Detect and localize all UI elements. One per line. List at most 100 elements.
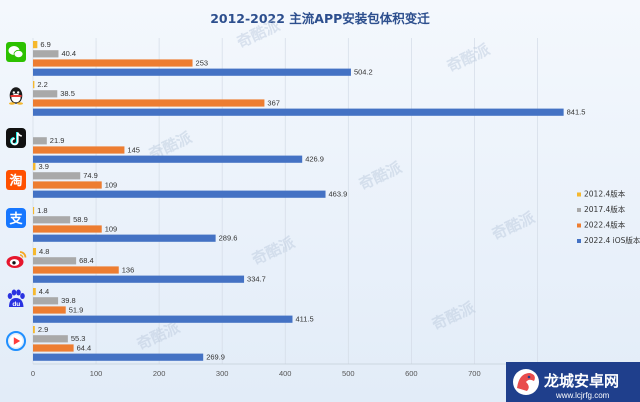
data-label: 64.4 xyxy=(77,343,92,352)
grid-lines xyxy=(32,38,569,365)
data-label: 841.5 xyxy=(567,108,586,117)
data-label: 2.9 xyxy=(38,325,48,334)
legend-swatch xyxy=(577,192,581,197)
data-label: 504.2 xyxy=(354,68,373,77)
data-label: 289.6 xyxy=(219,234,238,243)
watermark-text: 奇酷派 xyxy=(249,233,298,269)
chart-title: 2012-2022 主流APP安装包体积变迁 xyxy=(210,11,430,26)
bars-layer xyxy=(33,41,564,361)
bar xyxy=(33,41,38,49)
data-label: 426.9 xyxy=(305,155,324,164)
x-tick-label: 600 xyxy=(405,369,418,378)
legend-label: 2022.4版本 xyxy=(584,220,626,230)
watermark-text: 奇酷派 xyxy=(134,318,183,354)
baidu-icon: du xyxy=(7,289,25,308)
bar xyxy=(33,68,351,76)
x-axis-ticks: 0100200300400500600700800 xyxy=(31,369,544,378)
x-tick-label: 200 xyxy=(153,369,166,378)
bar xyxy=(33,59,193,67)
data-label: 58.9 xyxy=(73,215,88,224)
svg-text:淘: 淘 xyxy=(9,173,22,189)
bar xyxy=(33,99,265,107)
bar xyxy=(33,181,102,189)
legend-swatch xyxy=(577,223,581,228)
legend: 2012.4版本 2017.4版本 2022.4版本 2022.4 iOS版本 xyxy=(577,189,640,245)
bar xyxy=(33,225,102,233)
bar xyxy=(33,234,216,242)
dragon-logo-icon xyxy=(513,369,539,395)
bar xyxy=(33,306,66,314)
data-label: 145 xyxy=(127,145,140,154)
legend-label: 2012.4版本 xyxy=(584,189,626,199)
x-tick-label: 400 xyxy=(279,369,292,378)
data-label: 21.9 xyxy=(50,136,65,145)
data-label: 4.4 xyxy=(39,287,49,296)
brand-badge: 龙城安卓网 www.lcjrfg.com xyxy=(506,362,640,402)
data-label: 136 xyxy=(122,265,135,274)
data-label: 4.8 xyxy=(39,247,49,256)
brand-url: www.lcjrfg.com xyxy=(555,391,610,400)
watermark-text: 奇酷派 xyxy=(429,298,478,334)
data-label: 411.5 xyxy=(295,315,313,324)
bar xyxy=(33,137,47,145)
douyin-icon xyxy=(6,128,26,148)
legend-swatch xyxy=(577,239,581,243)
data-label: 55.3 xyxy=(71,334,86,343)
x-tick-label: 100 xyxy=(90,369,103,378)
data-label: 40.4 xyxy=(61,49,76,58)
bar xyxy=(33,335,68,343)
x-tick-label: 300 xyxy=(216,369,229,378)
legend-label: 2017.4版本 xyxy=(584,204,626,214)
svg-text:du: du xyxy=(12,301,20,308)
watermark-text: 奇酷派 xyxy=(356,158,405,194)
data-label: 2.2 xyxy=(37,80,47,89)
alipay-icon: 支 xyxy=(6,208,26,228)
x-tick-label: 500 xyxy=(342,369,355,378)
bar xyxy=(33,266,119,274)
data-label: 38.5 xyxy=(60,89,75,98)
bar xyxy=(33,190,326,198)
bar xyxy=(33,353,204,361)
bar xyxy=(33,163,36,171)
brand-name: 龙城安卓网 xyxy=(543,372,619,390)
bar xyxy=(33,315,293,323)
data-label: 6.9 xyxy=(40,40,50,49)
bar xyxy=(33,155,303,163)
bar xyxy=(33,81,35,89)
x-tick-label: 0 xyxy=(31,369,35,378)
data-label: 3.9 xyxy=(38,162,48,171)
qq-icon xyxy=(9,87,23,105)
data-label: 1.8 xyxy=(37,206,47,215)
bar xyxy=(33,172,81,180)
data-label: 253 xyxy=(196,58,209,67)
x-tick-label: 700 xyxy=(468,369,481,378)
data-label: 51.9 xyxy=(69,305,84,314)
data-label: 367 xyxy=(267,98,280,107)
bar xyxy=(33,288,36,296)
bar xyxy=(33,146,125,154)
bar xyxy=(33,90,58,98)
app-icons: 淘支 du xyxy=(6,42,27,351)
bar xyxy=(33,275,245,283)
data-label: 109 xyxy=(105,224,118,233)
bar xyxy=(33,248,37,256)
taobao-icon: 淘 xyxy=(6,170,26,190)
weibo-icon xyxy=(6,251,27,268)
bar xyxy=(33,50,59,58)
bar xyxy=(33,257,77,265)
bar xyxy=(33,344,74,352)
legend-label: 2022.4 iOS版本 xyxy=(584,235,640,245)
watermark-text: 奇酷派 xyxy=(444,40,493,76)
svg-text:支: 支 xyxy=(8,211,23,227)
youku-icon xyxy=(6,331,26,351)
data-label: 334.7 xyxy=(247,275,266,284)
bar xyxy=(33,216,71,224)
data-label: 109 xyxy=(105,180,118,189)
bar xyxy=(33,108,564,116)
wechat-icon xyxy=(6,42,26,62)
data-label: 39.8 xyxy=(61,296,76,305)
data-label: 74.9 xyxy=(83,171,98,180)
legend-swatch xyxy=(577,208,581,212)
